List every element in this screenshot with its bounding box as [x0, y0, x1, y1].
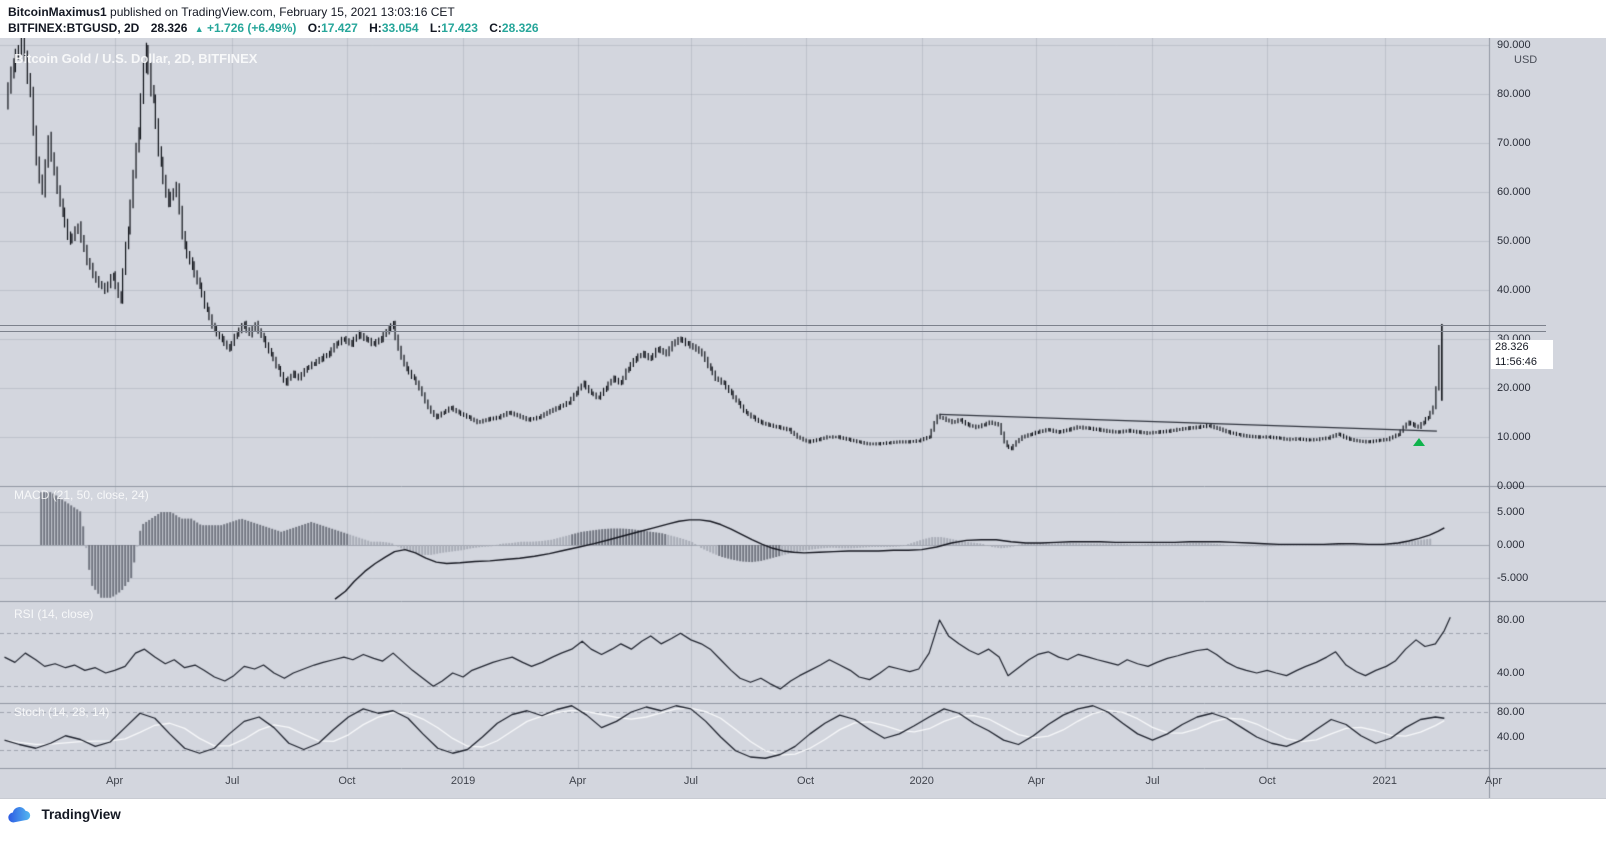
rsi-axis-tick: 40.00: [1497, 667, 1525, 679]
tradingview-brand: TradingView: [41, 807, 121, 823]
rsi-axis-tick: 80.00: [1497, 614, 1525, 626]
low-value: 17.423: [441, 21, 478, 35]
published-info: published on TradingView.com, February 1…: [106, 5, 455, 19]
time-axis-label: Apr: [569, 775, 587, 787]
header-last-price: 28.326: [150, 21, 188, 35]
macd-indicator-label[interactable]: MACD (21, 50, close, 24): [14, 488, 149, 502]
price-axis-tick: 70.000: [1497, 137, 1531, 149]
price-axis-tick: 50.000: [1497, 235, 1531, 247]
time-axis-label: Apr: [1484, 775, 1503, 787]
close-label: C:: [489, 21, 502, 35]
macd-axis-tick: 5.000: [1497, 506, 1525, 518]
stoch-axis-tick: 40.00: [1497, 731, 1525, 743]
close-value: 28.326: [501, 21, 539, 35]
up-arrow-icon: ▲: [194, 24, 204, 34]
time-axis-label: Oct: [796, 775, 815, 787]
stoch-axis-tick: 80.00: [1497, 706, 1525, 718]
price-axis-tick: 90.000: [1497, 39, 1531, 51]
bar-close-countdown: 11:56:46: [1491, 355, 1553, 369]
high-label: H:: [369, 21, 382, 35]
open-label: O:: [307, 21, 322, 35]
time-axis-label: 2021: [1372, 775, 1397, 787]
symbol-watermark: Bitcoin Gold / U.S. Dollar, 2D, BITFINEX: [14, 51, 258, 66]
price-axis-tick: 0.000: [1497, 480, 1525, 492]
right-price-scale[interactable]: 90.000 80.000 70.000 60.000 50.000 40.000 30.0…: [0, 38, 1606, 798]
stoch-indicator-label[interactable]: Stoch (14, 28, 14): [14, 705, 110, 719]
symbol-line: BITFINEX:BTGUSD, 2D 28.326 ▲ +1.726 (+6.…: [8, 20, 1606, 36]
symbol-title: BITFINEX:BTGUSD, 2D: [8, 21, 140, 35]
time-axis-label: Jul: [683, 775, 698, 787]
published-line: BitcoinMaximus1 published on TradingView…: [8, 4, 1606, 20]
chart-canvas[interactable]: [0, 38, 1606, 798]
price-axis-tick: 10.000: [1497, 431, 1531, 443]
price-axis-tick: 40.000: [1497, 284, 1531, 296]
horizontal-resistance-line-lower[interactable]: [0, 331, 1546, 332]
time-axis-label: Jul: [225, 775, 240, 787]
time-scale[interactable]: Apr Jul Oct 2019 Apr Jul Oct 2020 Apr Jul Oct 2021 A…: [0, 38, 1606, 798]
time-axis-label: Apr: [106, 775, 124, 787]
price-scale-unit: USD: [1514, 54, 1538, 66]
price-axis-tick: 60.000: [1497, 186, 1531, 198]
time-axis-label: 2020: [909, 775, 934, 787]
horizontal-resistance-line-upper[interactable]: [0, 325, 1546, 326]
time-axis-label: 2019: [450, 775, 476, 787]
publisher-name: BitcoinMaximus1: [8, 5, 107, 19]
last-price-label: 28.326: [1491, 340, 1553, 355]
time-axis-label: Oct: [1258, 775, 1276, 787]
high-value: 33.054: [381, 21, 419, 35]
footer-bar: TradingView: [0, 798, 1606, 853]
low-label: L:: [429, 21, 442, 35]
time-axis-label: Jul: [1145, 775, 1160, 787]
tradingview-link[interactable]: TradingView: [8, 806, 121, 828]
price-change: +1.726 (+6.49%): [207, 21, 297, 35]
publish-header: BitcoinMaximus1 published on TradingView…: [0, 0, 1606, 38]
price-axis-tick: 80.000: [1497, 88, 1531, 100]
price-axis-tick: 20.000: [1497, 382, 1531, 394]
long-signal-triangle-icon[interactable]: [1413, 438, 1425, 446]
rsi-indicator-label[interactable]: RSI (14, close): [14, 607, 94, 621]
tradingview-logo-icon: [8, 806, 31, 823]
time-axis-label: Apr: [1027, 775, 1045, 787]
chart-area[interactable]: Bitcoin Gold / U.S. Dollar, 2D, BITFINEX…: [0, 38, 1606, 798]
open-value: 17.427: [321, 21, 358, 35]
macd-axis-tick: -5.000: [1497, 572, 1529, 584]
time-axis-label: Oct: [338, 775, 356, 787]
macd-axis-tick: 0.000: [1497, 539, 1525, 551]
